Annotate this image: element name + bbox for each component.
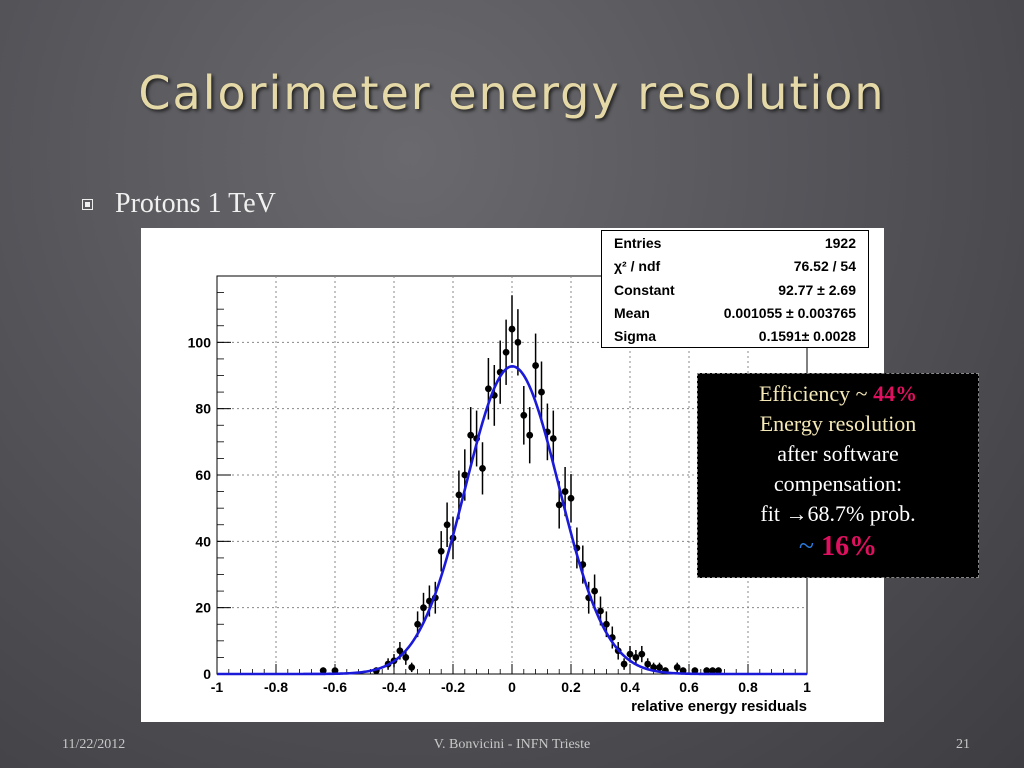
bullet-text: Protons 1 TeV [115, 188, 276, 219]
y-tick-label: 0 [203, 666, 211, 682]
data-point [549, 435, 557, 442]
constant-label: Constant [614, 282, 675, 298]
data-point [673, 663, 681, 671]
after-software-line: after software [777, 441, 899, 466]
fit-probability-value: 68.7% prob. [807, 501, 916, 526]
x-tick-label: 0.8 [738, 679, 758, 695]
efficiency-callout: Efficiency ~ 44% Energy resolution after… [697, 373, 979, 578]
data-point [656, 663, 663, 671]
arrow-right-icon: → [785, 501, 808, 526]
energy-resolution-line: Energy resolution [759, 411, 917, 436]
sigma-label: Sigma [614, 328, 657, 344]
data-point [632, 654, 640, 661]
data-point [461, 471, 469, 479]
data-point [485, 385, 492, 393]
y-tick-label: 80 [195, 401, 211, 417]
page-number: 21 [956, 737, 970, 752]
data-point [703, 667, 711, 675]
data-point [414, 620, 421, 628]
data-point [467, 431, 475, 439]
data-point [532, 362, 539, 369]
x-tick-label: 0 [508, 679, 516, 695]
data-point [644, 660, 652, 668]
data-point [555, 501, 563, 509]
data-point [603, 620, 610, 628]
x-tick-label: -0.4 [382, 679, 406, 695]
x-tick-label: 0.4 [620, 679, 640, 695]
data-point [331, 667, 339, 675]
stats-box: Entries 1922 χ² / ndf 76.52 / 54 Constan… [601, 230, 869, 348]
data-point [443, 521, 451, 529]
bullet-square-icon [82, 198, 93, 210]
mean-label: Mean [614, 305, 650, 321]
x-tick-label: -0.6 [323, 679, 347, 695]
data-point [626, 650, 634, 658]
x-tick-label: 1 [803, 679, 811, 695]
data-point [319, 667, 327, 675]
data-point [638, 650, 646, 658]
footer-date: 11/22/2012 [62, 737, 126, 752]
y-tick-label: 20 [195, 600, 211, 616]
y-tick-label: 40 [195, 533, 211, 549]
fit-label: fit [760, 501, 786, 526]
data-point [479, 464, 486, 472]
data-point [715, 667, 722, 675]
sigma-value: 0.1591± 0.0028 [758, 328, 856, 344]
compensation-line: compensation: [773, 471, 903, 496]
x-tick-label: -0.2 [441, 679, 465, 695]
y-tick-label: 100 [188, 334, 212, 350]
data-point [709, 667, 716, 675]
data-point [502, 348, 510, 356]
data-point [420, 604, 427, 612]
resolution-result-line: ~ 16% [698, 529, 978, 565]
data-point [408, 663, 416, 671]
mean-value: 0.001055 ± 0.003765 [723, 305, 856, 321]
chi2-value: 76.52 / 54 [793, 258, 856, 274]
data-point [620, 660, 628, 668]
data-point [396, 647, 404, 655]
entries-value: 1922 [824, 235, 856, 251]
x-tick-label: 0.6 [679, 679, 699, 695]
data-point [514, 338, 522, 346]
data-point [591, 587, 598, 595]
entries-label: Entries [614, 235, 662, 251]
data-point [455, 491, 463, 499]
gaussian-fit-curve [217, 365, 807, 676]
efficiency-value: 44% [873, 381, 918, 406]
data-point [691, 667, 699, 675]
data-point [597, 607, 604, 615]
slide-title: Calorimeter energy resolution [138, 66, 886, 120]
constant-value: 92.77 ± 2.69 [778, 282, 856, 298]
data-point [402, 654, 410, 661]
x-tick-label: -1 [211, 679, 224, 695]
y-tick-label: 60 [195, 467, 211, 483]
data-point [508, 325, 516, 333]
efficiency-line: Efficiency ~ 44% [698, 379, 978, 409]
resolution-value: 16% [821, 531, 878, 562]
x-axis-label: relative energy residuals [631, 698, 807, 715]
bullet-item: Protons 1 TeV [82, 188, 276, 220]
fit-probability-line: fit →68.7% prob. [698, 499, 978, 529]
data-point [538, 388, 545, 396]
footer-author: V. Bonvicini - INFN Trieste [433, 737, 591, 752]
chi2-label: χ² / ndf [614, 258, 661, 274]
x-tick-label: -0.8 [264, 679, 288, 695]
tilde-symbol: ~ [798, 531, 822, 562]
efficiency-label: Efficiency ~ [758, 381, 874, 406]
data-point [520, 411, 528, 419]
data-point [437, 547, 445, 555]
x-tick-label: 0.2 [561, 679, 581, 695]
data-point [561, 488, 569, 495]
data-point [567, 494, 575, 502]
data-point [526, 431, 534, 439]
